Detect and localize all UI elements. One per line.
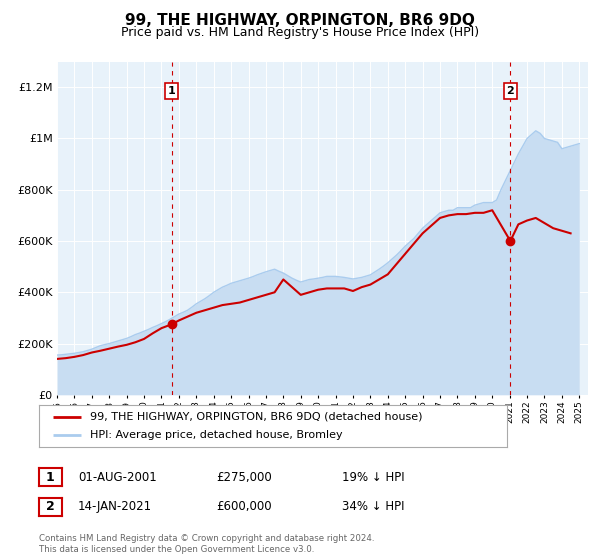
Text: 2: 2: [506, 86, 514, 96]
Text: 99, THE HIGHWAY, ORPINGTON, BR6 9DQ: 99, THE HIGHWAY, ORPINGTON, BR6 9DQ: [125, 13, 475, 27]
Text: 34% ↓ HPI: 34% ↓ HPI: [342, 500, 404, 514]
Text: 1: 1: [168, 86, 175, 96]
Text: £275,000: £275,000: [216, 470, 272, 484]
Text: Contains HM Land Registry data © Crown copyright and database right 2024.: Contains HM Land Registry data © Crown c…: [39, 534, 374, 543]
Text: 19% ↓ HPI: 19% ↓ HPI: [342, 470, 404, 484]
Text: 01-AUG-2001: 01-AUG-2001: [78, 470, 157, 484]
Text: Price paid vs. HM Land Registry's House Price Index (HPI): Price paid vs. HM Land Registry's House …: [121, 26, 479, 39]
Text: 2: 2: [46, 500, 55, 514]
Text: 99, THE HIGHWAY, ORPINGTON, BR6 9DQ (detached house): 99, THE HIGHWAY, ORPINGTON, BR6 9DQ (det…: [91, 412, 423, 422]
Text: 14-JAN-2021: 14-JAN-2021: [78, 500, 152, 514]
Text: This data is licensed under the Open Government Licence v3.0.: This data is licensed under the Open Gov…: [39, 545, 314, 554]
Text: £600,000: £600,000: [216, 500, 272, 514]
Text: 1: 1: [46, 470, 55, 484]
Text: HPI: Average price, detached house, Bromley: HPI: Average price, detached house, Brom…: [91, 430, 343, 440]
